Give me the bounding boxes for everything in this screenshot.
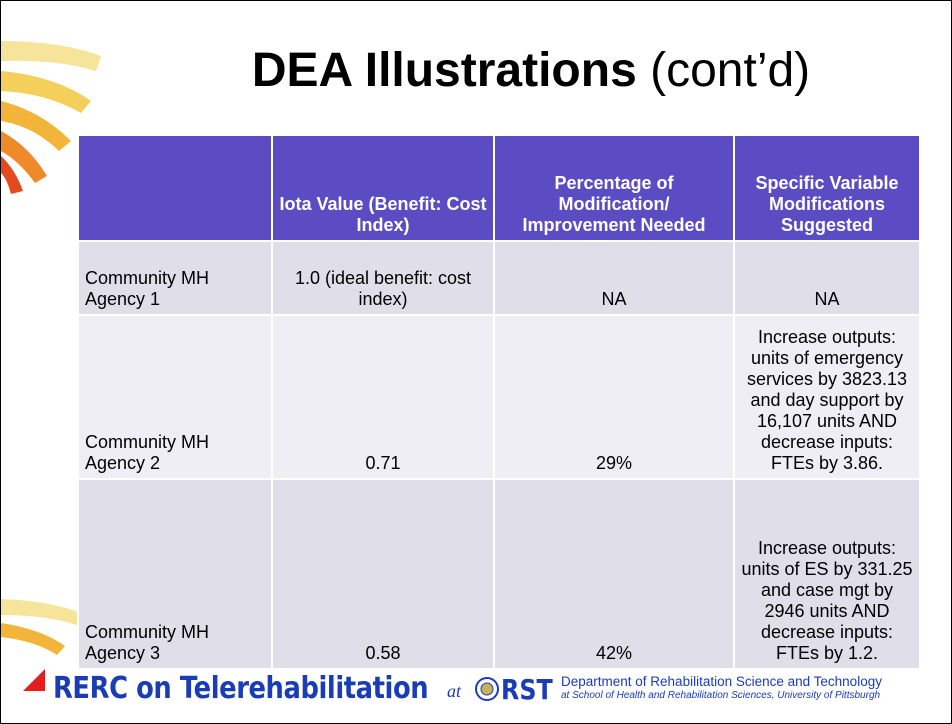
arc (1, 41, 101, 71)
header-cell: Percentage of Modification/ Improvement … (493, 134, 735, 242)
row: Community MH Agency 2 0.71 29% Increase … (77, 314, 921, 480)
cell: Community MH Agency 3 (77, 478, 273, 670)
header-cell: Specific Variable Modifications Suggeste… (733, 134, 921, 242)
header-cell: Iota Value (Benefit: Cost Index) (271, 134, 495, 242)
cell: 42% (493, 478, 735, 670)
table: Iota Value (Benefit: Cost Index) Percent… (77, 134, 921, 670)
footer: RERC on Telerehabilitation at RST Depart… (23, 671, 943, 707)
cell: Community MH Agency 2 (77, 314, 273, 480)
arc (1, 71, 91, 113)
arc (1, 131, 47, 183)
arc (1, 101, 71, 151)
cell: NA (493, 240, 735, 316)
cell: 0.71 (271, 314, 495, 480)
header-cell (77, 134, 273, 242)
logo-seal (475, 677, 499, 701)
cell: NA (733, 240, 921, 316)
at: at (447, 681, 462, 701)
cell: Increase outputs: units of ES by 331.25 … (733, 478, 921, 670)
program-name: RERC on Telerehabilitation (53, 671, 429, 706)
icon (23, 669, 45, 691)
cell: 0.58 (271, 478, 495, 670)
cell: 29% (493, 314, 735, 480)
row: Community MH Agency 3 0.58 42% Increase … (77, 478, 921, 670)
row: Community MH Agency 1 1.0 (ideal benefit… (77, 240, 921, 316)
cell: Community MH Agency 1 (77, 240, 273, 316)
arc (1, 623, 65, 655)
title: DEA Illustrations (cont’d) (121, 43, 941, 98)
title-suffix: (cont’d) (650, 44, 811, 97)
title-main: DEA Illustrations (251, 44, 637, 97)
arc (1, 599, 81, 625)
arc (1, 156, 23, 194)
header-row: Iota Value (Benefit: Cost Index) Percent… (77, 134, 921, 242)
cell: Increase outputs: units of emergency ser… (733, 314, 921, 480)
department: Department of Rehabilitation Science and… (561, 674, 882, 689)
cell: 1.0 (ideal benefit: cost index) (271, 240, 495, 316)
decoration (1, 41, 101, 691)
seal (480, 682, 494, 696)
school: at School of Health and Rehabilitation S… (561, 690, 881, 701)
logo-text: RST (501, 673, 553, 706)
